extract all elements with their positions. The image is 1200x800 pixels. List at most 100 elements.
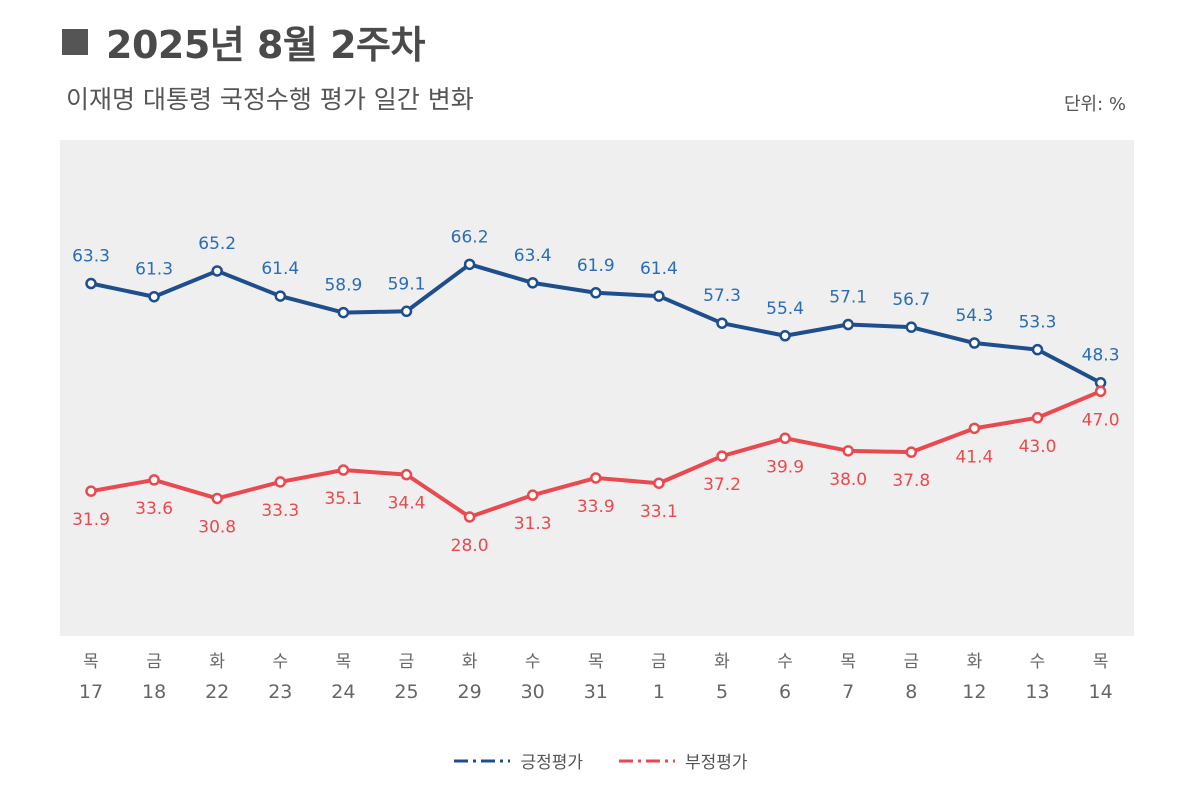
x-tick-day-10: 화 (714, 652, 730, 672)
negative-value-label-5: 34.4 (388, 494, 426, 514)
negative-point-11 (779, 432, 791, 445)
negative-point-8 (590, 472, 602, 484)
legend-positive-label: 긍정평가 (520, 753, 583, 773)
positive-value-label-11: 55.4 (766, 299, 804, 319)
negative-point-12 (842, 445, 854, 457)
legend-negative-swatch-icon (619, 759, 675, 762)
x-tick-date-7: 30 (521, 681, 545, 703)
positive-point-8 (590, 287, 602, 299)
unit-label: 단위: % (1063, 94, 1126, 115)
title-block: 2025년 8월 2주차 (62, 14, 425, 69)
legend-positive-swatch-icon (454, 759, 511, 762)
x-tick-day-2: 화 (209, 652, 225, 672)
positive-value-label-14: 54.3 (955, 306, 993, 326)
negative-point-2 (211, 492, 223, 505)
positive-value-label-16: 48.3 (1082, 346, 1120, 366)
x-tick-date-6: 29 (458, 681, 482, 703)
negative-value-label-13: 37.8 (892, 471, 930, 491)
negative-value-label-8: 33.9 (577, 497, 615, 517)
negative-value-label-3: 33.3 (261, 501, 299, 521)
x-tick-date-15: 13 (1025, 681, 1049, 703)
positive-point-0 (85, 277, 97, 290)
positive-value-label-0: 63.3 (72, 247, 110, 267)
x-tick-date-13: 8 (905, 681, 917, 703)
legend-item-negative: 부정평가 (617, 748, 748, 773)
x-tick-date-16: 14 (1089, 681, 1113, 703)
x-tick-day-3: 수 (272, 652, 288, 672)
x-tick-date-4: 24 (331, 681, 355, 703)
x-tick-day-14: 화 (967, 652, 983, 672)
positive-point-10 (716, 317, 728, 329)
chart-subtitle: 이재명 대통령 국정수행 평가 일간 변화 (66, 85, 474, 114)
x-tick-date-2: 22 (205, 681, 229, 703)
negative-value-label-12: 38.0 (829, 470, 867, 490)
negative-value-label-2: 30.8 (198, 517, 236, 537)
title-square-icon (62, 28, 88, 55)
positive-value-label-4: 58.9 (324, 276, 362, 296)
negative-point-0 (85, 485, 97, 497)
page-title: 2025년 8월 2주차 (106, 23, 425, 67)
negative-value-label-11: 39.9 (766, 457, 804, 477)
positive-point-12 (842, 318, 854, 331)
line-chart: 63.3 61.3 65.2 61.4 58.9 59.1 66.2 63.4 61.9 61.4… (60, 140, 1134, 703)
legend-item-positive: 긍정평가 (452, 748, 583, 773)
negative-point-7 (526, 489, 539, 501)
plot-background (60, 140, 1134, 636)
x-tick-day-15: 수 (1030, 652, 1046, 672)
positive-value-label-3: 61.4 (261, 259, 299, 279)
negative-value-label-6: 28.0 (451, 536, 489, 556)
x-tick-day-8: 목 (588, 652, 604, 672)
negative-value-label-1: 33.6 (135, 499, 173, 519)
positive-point-3 (274, 290, 287, 302)
positive-point-6 (463, 258, 476, 271)
positive-value-label-2: 65.2 (198, 234, 236, 254)
x-tick-day-12: 목 (840, 652, 856, 672)
x-tick-day-9: 금 (651, 652, 667, 672)
positive-point-7 (526, 277, 539, 289)
x-tick-date-8: 31 (584, 681, 608, 703)
positive-value-label-9: 61.4 (640, 259, 678, 279)
positive-value-label-6: 66.2 (451, 227, 489, 247)
negative-point-3 (274, 476, 287, 488)
x-tick-date-5: 25 (394, 681, 418, 703)
x-tick-day-7: 수 (525, 652, 541, 672)
negative-value-label-14: 41.4 (955, 447, 993, 467)
negative-value-label-9: 33.1 (640, 502, 678, 522)
positive-point-9 (653, 290, 665, 302)
x-tick-day-5: 금 (399, 652, 415, 672)
positive-point-13 (905, 321, 918, 333)
positive-value-label-12: 57.1 (829, 288, 867, 308)
negative-point-1 (148, 474, 160, 486)
positive-point-15 (1031, 343, 1044, 356)
positive-value-label-13: 56.7 (892, 290, 930, 310)
x-tick-date-1: 18 (142, 681, 166, 703)
legend: 긍정평가 부정평가 (0, 748, 1200, 773)
negative-point-6 (463, 511, 476, 523)
x-tick-day-1: 금 (146, 652, 162, 672)
negative-value-label-7: 31.3 (514, 514, 552, 534)
negative-point-9 (653, 477, 665, 489)
negative-value-label-16: 47.0 (1082, 410, 1120, 430)
negative-point-4 (337, 464, 350, 476)
negative-value-label-15: 43.0 (1019, 437, 1057, 457)
negative-point-5 (400, 468, 413, 481)
x-tick-date-10: 5 (716, 681, 728, 703)
x-tick-day-13: 금 (903, 652, 919, 672)
x-tick-date-3: 23 (268, 681, 292, 703)
positive-value-label-10: 57.3 (703, 286, 741, 306)
series-layer (85, 258, 1107, 523)
positive-point-1 (148, 290, 160, 303)
negative-value-label-10: 37.2 (703, 475, 741, 495)
positive-point-2 (211, 265, 223, 277)
x-tick-date-0: 17 (79, 681, 103, 703)
x-tick-day-4: 목 (336, 652, 352, 672)
x-tick-day-16: 목 (1093, 652, 1109, 672)
negative-point-14 (968, 422, 981, 435)
positive-point-14 (968, 337, 981, 349)
negative-point-13 (905, 446, 918, 458)
x-tick-date-14: 12 (962, 681, 986, 703)
positive-point-11 (779, 330, 791, 342)
x-tick-day-0: 목 (83, 652, 99, 672)
negative-value-label-4: 35.1 (324, 489, 362, 509)
x-tick-date-11: 6 (779, 681, 791, 703)
